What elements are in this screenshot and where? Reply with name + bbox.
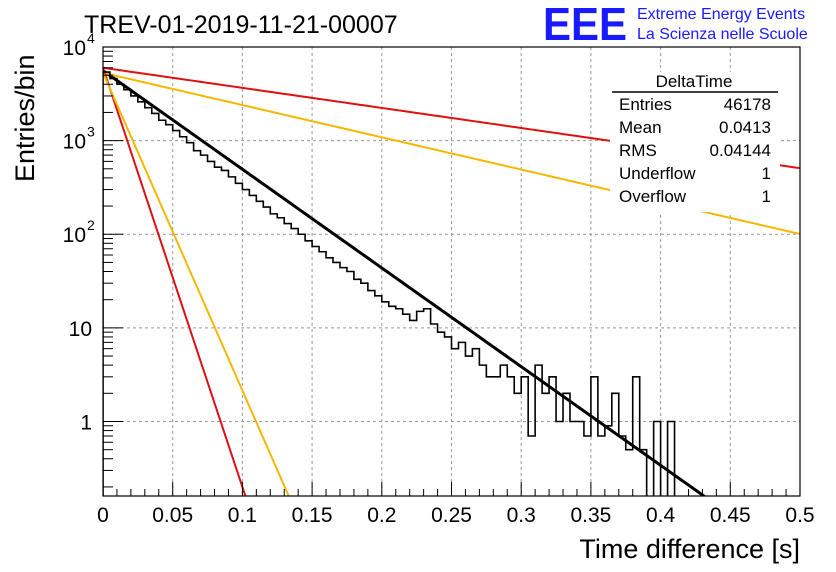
x-tick-label: 0.25 (431, 504, 472, 527)
stats-row: Underflow 1 (619, 164, 771, 183)
stats-label: RMS (619, 141, 657, 160)
stats-value: 1 (762, 187, 771, 206)
x-tick-label: 0.5 (785, 504, 814, 527)
stats-title: DeltaTime (656, 72, 733, 91)
y-tick-label: 1 (80, 411, 92, 434)
x-tick-label: 0.4 (646, 504, 676, 527)
series-line-4 (103, 72, 290, 496)
series-line-0 (103, 69, 707, 496)
y-tick-exponent: 4 (87, 30, 95, 46)
x-tick-label: 0 (97, 504, 109, 527)
stats-value: 0.04144 (710, 141, 771, 160)
logo-line-2: La Scienza nelle Scuole (637, 26, 808, 43)
x-tick-label: 0.2 (367, 504, 396, 527)
stats-box-background (610, 72, 780, 212)
y-tick-label: 10 (63, 224, 86, 247)
stats-value: 46178 (724, 95, 771, 114)
y-tick-exponent: 2 (87, 217, 95, 233)
stats-label: Mean (619, 118, 662, 137)
histogram (103, 71, 676, 496)
x-tick-label: 0.35 (570, 504, 611, 527)
logo-line-1: Extreme Energy Events (637, 6, 805, 23)
axis-ticks (102, 46, 801, 496)
x-tick-labels: 0 0.05 0.1 0.15 0.2 0.25 0.3 0.35 0.4 0.45 0.5 (97, 504, 814, 527)
run-title: TREV-01-2019-11-21-00007 (84, 11, 398, 39)
stats-label: Entries (619, 95, 672, 114)
stats-label: Underflow (619, 164, 696, 183)
stats-value: 1 (762, 164, 771, 183)
x-tick-label: 0.45 (710, 504, 751, 527)
histogram-steps (103, 71, 676, 496)
eee-logo-text: EEE (543, 0, 627, 50)
x-tick-label: 0.3 (507, 504, 536, 527)
x-tick-label: 0.1 (228, 504, 257, 527)
x-axis-title: Time difference [s] (579, 534, 800, 564)
stats-row: Mean 0.0413 (619, 118, 771, 137)
stats-label: Overflow (619, 187, 687, 206)
series-line-3 (103, 67, 247, 496)
y-tick-label: 10 (63, 37, 86, 60)
stats-row: Entries 46178 (619, 95, 771, 114)
x-tick-label: 0.15 (292, 504, 333, 527)
x-tick-label: 0.05 (152, 504, 193, 527)
y-tick-exponent: 3 (87, 124, 95, 140)
stats-row: Overflow 1 (619, 187, 771, 206)
stats-row: RMS 0.04144 (619, 141, 771, 160)
stats-box: DeltaTime Entries 46178 Mean 0.0413 RMS … (610, 72, 780, 212)
eee-logo: EEE Extreme Energy Events La Scienza nel… (543, 0, 808, 50)
y-tick-label: 10 (69, 318, 92, 341)
y-tick-label: 10 (63, 131, 86, 154)
y-axis-title: Entries/bin (10, 54, 40, 182)
stats-value: 0.0413 (719, 118, 771, 137)
